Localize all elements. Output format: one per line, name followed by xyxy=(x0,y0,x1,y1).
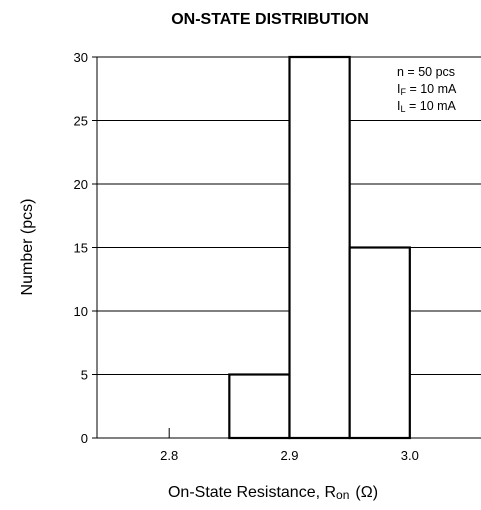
y-tick-label: 5 xyxy=(81,368,88,383)
y-axis: 0 5 10 15 20 25 30 xyxy=(74,50,97,446)
x-axis-label-main: On-State Resistance, R xyxy=(168,484,336,501)
annotation-line: IF = 10 mA xyxy=(397,82,457,97)
y-tick-label: 0 xyxy=(81,431,88,446)
x-tick-label: 2.8 xyxy=(160,448,178,463)
x-axis-label-unit: (Ω) xyxy=(355,484,378,501)
y-axis-label: Number (pcs) xyxy=(19,199,36,296)
x-axis-label: On-State Resistance, Ron (Ω) xyxy=(168,484,378,502)
chart-title: ON-STATE DISTRIBUTION xyxy=(171,11,369,28)
y-tick-label: 20 xyxy=(74,177,88,192)
histogram-bar xyxy=(228,373,291,440)
y-tick-label: 30 xyxy=(74,50,88,65)
y-tick-label: 15 xyxy=(74,241,88,256)
x-tick-label: 2.9 xyxy=(280,448,298,463)
annotation-line: n = 50 pcs xyxy=(397,65,455,79)
annotations: n = 50 pcs IF = 10 mA IL = 10 mA xyxy=(397,65,457,114)
histogram-bar xyxy=(288,55,351,440)
x-tick-label: 3.0 xyxy=(401,448,419,463)
y-tick-label: 10 xyxy=(74,304,88,319)
y-tick-label: 25 xyxy=(74,114,88,129)
x-axis-label-subscript: on xyxy=(336,488,349,502)
x-axis: 2.8 2.9 3.0 xyxy=(160,428,419,463)
annotation-line: IL = 10 mA xyxy=(397,99,457,114)
histogram-bar xyxy=(348,246,411,440)
